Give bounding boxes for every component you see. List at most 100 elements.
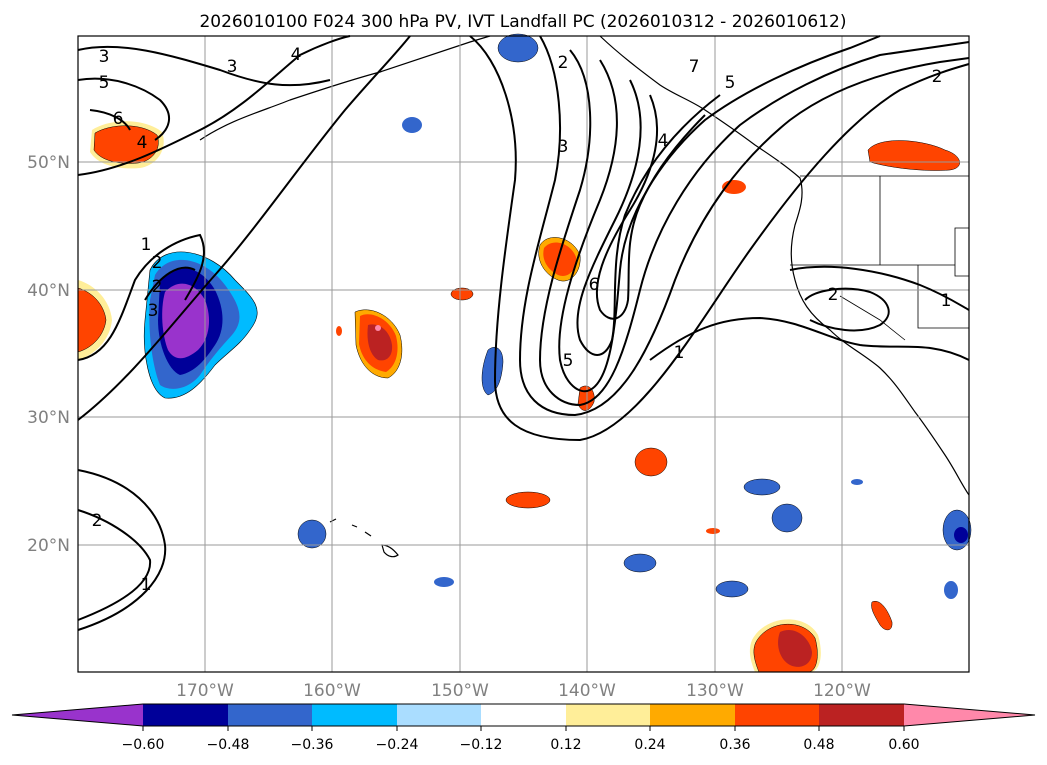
contour-labels: 3 4 3 5 6 4 2 7 5 2 3 4 6 5 1 2 1 2 3 2 …: [92, 45, 952, 595]
lon-label: 120°W: [813, 681, 871, 701]
lon-label: 160°W: [303, 681, 361, 701]
contour-label: 4: [658, 131, 669, 151]
contour-label: 3: [148, 301, 159, 321]
colorbar-label: −0.36: [291, 737, 334, 753]
pos-anomaly-west-edge-red: [77, 287, 107, 353]
contour-label: 3: [99, 47, 110, 67]
latitude-labels: 50°N 40°N 30°N 20°N: [27, 153, 70, 556]
colorbar-seg: [228, 704, 312, 726]
contour-1-southeast: [649, 316, 970, 361]
colorbar-label: 0.60: [888, 737, 919, 753]
lon-label: 150°W: [431, 681, 489, 701]
pos-anomaly-small-160w: [336, 326, 342, 336]
shaded-anomalies: [77, 33, 972, 673]
colorbar-seg: [397, 704, 481, 726]
colorbar-label: −0.24: [376, 737, 419, 753]
longitude-labels: 170°W 160°W 150°W 140°W 130°W 120°W: [176, 681, 871, 701]
lat-label: 20°N: [27, 536, 70, 556]
neg-anomaly-147w: [481, 347, 504, 396]
contour-trough-5: [576, 79, 721, 356]
contour-2-southeast: [804, 287, 890, 332]
contour-label: 2: [152, 277, 163, 297]
ivt-contours: [77, 35, 970, 631]
contour-2-west: [144, 266, 196, 301]
contour-label: 7: [689, 57, 700, 77]
lon-label: 170°W: [176, 681, 234, 701]
colorbar: −0.60 −0.48 −0.36 −0.24 −0.12 0.12 0.24 …: [11, 703, 1036, 753]
neg-anomaly-127w: [743, 478, 781, 496]
contour-label: 1: [941, 291, 952, 311]
colorbar-ticks: [142, 726, 905, 731]
contour-label: 2: [152, 253, 163, 273]
colorbar-arrow-left: [12, 704, 143, 726]
colorbar-seg: [650, 704, 735, 726]
contour-trough-2: [518, 35, 970, 417]
pos-anomaly-144w: [505, 491, 551, 509]
figure-title: 2026010100 F024 300 hPa PV, IVT Landfall…: [199, 12, 846, 32]
contour-sw-2: [77, 509, 152, 621]
neg-anomaly-hawaii-south: [434, 577, 454, 587]
pos-anomaly-130w: [706, 528, 720, 534]
pos-anomaly-central-dark: [367, 324, 393, 361]
contour-label: 6: [589, 275, 600, 295]
colorbar-label: 0.24: [634, 737, 665, 753]
neg-anomaly-hawaii-west: [297, 519, 327, 549]
state-border-ca: [839, 295, 906, 341]
neg-anomaly-west-core: [162, 283, 210, 359]
neg-anomaly-118w-small: [851, 479, 863, 485]
contour-label: 2: [828, 285, 839, 305]
colorbar-tick-labels: −0.60 −0.48 −0.36 −0.24 −0.12 0.12 0.24 …: [122, 737, 920, 753]
colorbar-label: 0.12: [550, 737, 581, 753]
alaska-coast: [199, 35, 491, 141]
colorbar-label: −0.60: [122, 737, 165, 753]
contour-north-left-6: [89, 109, 131, 131]
contour-label: 3: [558, 137, 569, 157]
contour-label: 1: [141, 575, 152, 595]
neg-anomaly-135w-south: [623, 553, 657, 573]
colorbar-seg: [143, 704, 228, 726]
colorbar-arrow-right: [904, 704, 1035, 726]
colorbar-seg: [566, 704, 650, 726]
lat-label: 50°N: [27, 153, 70, 173]
colorbar-label: 0.36: [719, 737, 750, 753]
neg-anomaly-116w: [944, 581, 958, 599]
contour-label: 5: [563, 351, 574, 371]
colorbar-seg: [819, 704, 904, 726]
contour-label: 1: [674, 343, 685, 363]
contour-label: 2: [558, 53, 569, 73]
colorbar-seg: [312, 704, 397, 726]
contour-label: 1: [141, 235, 152, 255]
contour-1-west: [77, 233, 205, 361]
lon-label: 130°W: [686, 681, 744, 701]
contour-sw-1: [77, 469, 167, 631]
north-america-coast: [599, 35, 970, 496]
hawaii-islands: [329, 518, 399, 558]
map-frame: [77, 35, 970, 673]
lat-label: 40°N: [27, 281, 70, 301]
contour-label: 4: [291, 45, 302, 65]
colorbar-seg: [735, 704, 819, 726]
contour-trough-core: [595, 94, 706, 320]
lat-label: 30°N: [27, 408, 70, 428]
pos-anomaly-135w: [634, 447, 668, 477]
contour-label: 5: [99, 73, 110, 93]
pos-anomaly-central-core: [375, 325, 381, 331]
contour-trough-3: [538, 41, 970, 407]
neg-anomaly-124w: [771, 503, 803, 533]
contour-1-east: [789, 265, 970, 311]
state-border-north: [790, 175, 970, 329]
contour-trough-4: [558, 35, 881, 393]
colorbar-label: −0.48: [207, 737, 250, 753]
neg-anomaly-north-145w: [497, 33, 539, 63]
pos-anomaly-northeast: [867, 140, 960, 171]
contour-label: 3: [227, 57, 238, 77]
contour-label: 2: [932, 67, 943, 87]
coastlines: [199, 35, 970, 558]
pos-anomaly-142w-red: [543, 242, 577, 276]
pos-anomaly-northwest-red: [93, 125, 159, 164]
contour-label: 5: [725, 73, 736, 93]
contour-label: 6: [113, 109, 124, 129]
neg-anomaly-small-155w: [402, 117, 422, 133]
contour-trough-outer: [469, 35, 970, 442]
